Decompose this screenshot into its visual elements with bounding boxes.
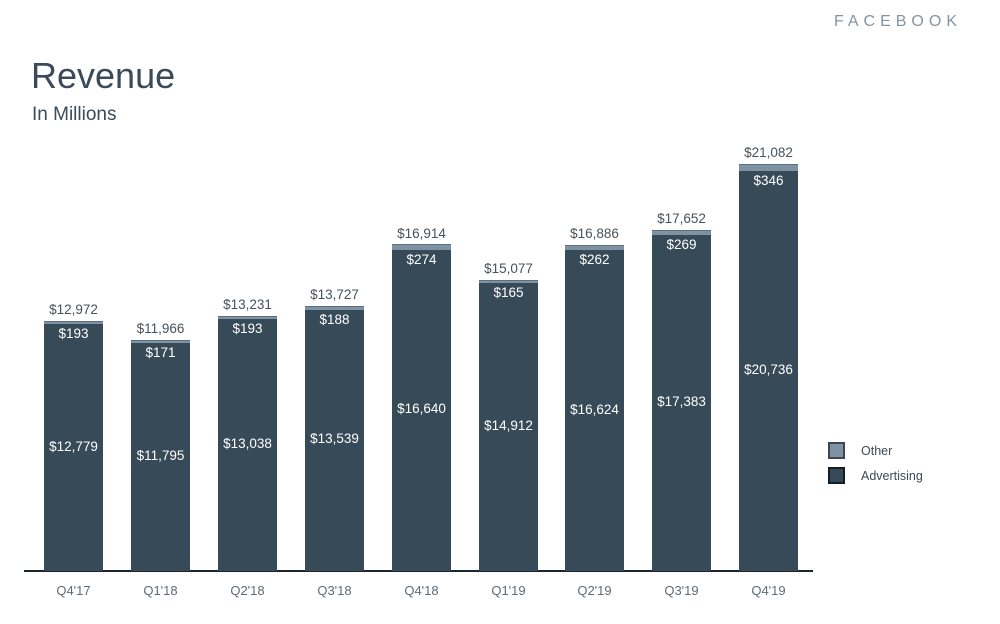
segment-other [305,305,364,310]
bar-q318: $188 $13,539 [305,305,364,571]
advertising-value-label: $20,736 [744,361,793,377]
other-value-label: $346 [753,172,784,188]
x-axis-label: Q3'19 [664,583,699,598]
bar-q219: $262 $16,624 [565,245,624,571]
advertising-value-label: $16,624 [570,401,619,417]
other-value-label: $188 [319,311,350,327]
segment-other [131,339,190,344]
x-axis-label: Q1'18 [143,583,178,598]
legend-label: Advertising [861,468,923,483]
total-value-label: $12,972 [49,301,98,317]
chart-legend: Other Advertising [828,441,923,491]
x-axis-label: Q3'18 [317,583,352,598]
advertising-value-label: $17,383 [657,394,706,410]
x-axis-label: Q4'18 [404,583,439,598]
x-axis-label: Q2'19 [577,583,612,598]
x-axis-label: Q1'19 [491,583,526,598]
bar-q417: $193 $12,779 [44,320,103,571]
bar-q319: $269 $17,383 [652,230,711,571]
other-value-label: $193 [58,326,89,342]
other-value-label: $165 [493,285,524,301]
x-axis-label: Q2'18 [230,583,265,598]
advertising-value-label: $13,038 [223,436,272,452]
other-value-label: $269 [666,237,697,253]
total-value-label: $13,231 [223,296,272,312]
advertising-value-label: $13,539 [310,431,359,447]
x-axis-label: Q4'19 [751,583,786,598]
total-value-label: $11,966 [136,321,185,336]
other-value-label: $171 [145,345,176,361]
segment-other [565,245,624,251]
segment-other [392,244,451,250]
advertising-value-label: $14,912 [484,418,533,434]
bar-q118: $171 $11,795 [131,339,190,571]
legend-swatch-advertising [828,467,845,484]
segment-other [44,320,103,325]
legend-label: Other [861,443,893,458]
advertising-value-label: $11,795 [136,448,185,464]
legend-swatch-other [828,442,845,459]
bar-q418: $274 $16,640 [392,244,451,571]
segment-other [739,164,798,171]
other-value-label: $262 [579,252,610,268]
page-title: Revenue [31,55,176,96]
other-value-label: $274 [406,251,437,267]
advertising-value-label: $16,640 [397,401,446,417]
bar-q419: $346 $20,736 [739,164,798,571]
x-axis-label: Q4'17 [56,583,91,598]
segment-other [479,279,538,284]
total-value-label: $17,652 [657,211,706,227]
total-value-label: $15,077 [484,260,533,276]
page-subtitle: In Millions [32,104,117,125]
segment-other [652,230,711,236]
legend-item-other: Other [828,441,923,460]
other-value-label: $193 [232,321,263,337]
total-value-label: $16,886 [570,226,619,241]
facebook-logo: FACEBOOK [833,13,962,30]
bar-q119: $165 $14,912 [479,279,538,572]
total-value-label: $21,082 [744,145,793,160]
legend-item-advertising: Advertising [828,466,923,485]
bar-q218: $193 $13,038 [218,315,277,571]
total-value-label: $16,914 [397,225,446,241]
x-axis-line [24,570,813,572]
total-value-label: $13,727 [310,287,359,302]
advertising-value-label: $12,779 [49,438,98,454]
segment-other [218,315,277,320]
